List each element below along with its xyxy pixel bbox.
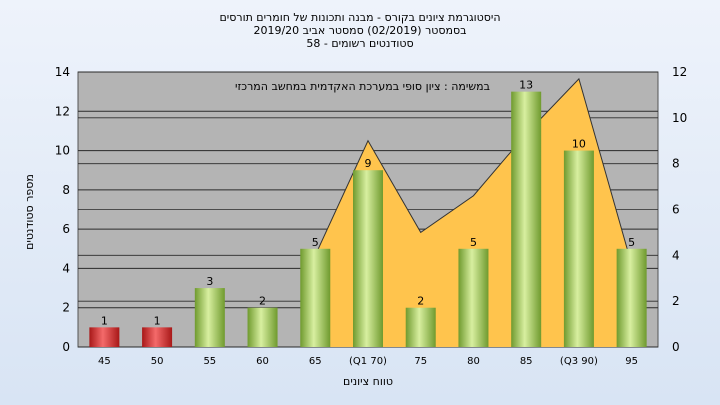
x-tick-label: 85 [520,356,533,367]
bar-value-label: 5 [628,236,635,249]
area-outline [314,77,633,265]
area-series [314,77,633,347]
bar-80 [458,248,489,347]
bar-95 [616,248,647,347]
x-tick-label: 95 [625,356,638,367]
bar-value-label: 9 [365,157,372,170]
y-tick-label: 8 [62,183,70,197]
bar-45 [89,327,120,347]
y-tick-label: 10 [55,144,70,158]
chart-note: במשימה : ציון סופי במערכת האקדמית במחשב … [235,80,490,93]
y-tick-label: 2 [62,301,70,315]
bar-series [89,91,647,348]
y2-tick-label: 12 [672,65,687,79]
x-tick-label: (Q1 70) [349,356,387,367]
y2-tick-label: 6 [672,203,680,217]
bar-value-label: 2 [259,295,266,308]
bar-50 [142,327,173,347]
x-axis-ticks: 45 50 55 60 65 (Q1 70) 75 80 85 (Q3 90) 95 [98,356,638,367]
x-tick-label: 50 [151,356,164,367]
y2-tick-label: 10 [672,111,687,125]
bar-value-label: 5 [470,236,477,249]
bar-value-label: 3 [206,275,213,288]
y2-tick-label: 0 [672,340,680,354]
x-tick-label: 80 [467,356,480,367]
bar-55 [194,288,225,347]
area-fill [315,78,632,347]
bar-value-label: 1 [154,314,161,327]
x-tick-label: 65 [309,356,322,367]
bar-value-label: 10 [572,138,586,151]
chart-title-line3: סטודנטים רשומים - 58 [306,37,413,50]
y-tick-label: 14 [55,65,70,79]
bar-Q390 [563,150,594,347]
bar-60 [247,307,278,347]
bar-value-label: 1 [101,314,108,327]
y2-axis-ticks: 0 2 4 6 8 10 12 [672,65,687,354]
y-tick-label: 0 [62,340,70,354]
bar-value-label: 13 [519,79,533,92]
x-tick-label: 75 [414,356,427,367]
y2-tick-label: 2 [672,294,680,308]
bar-value-label: 2 [417,295,424,308]
y-tick-label: 4 [62,261,70,275]
chart-title-line1: היסטוגרמת ציונים בקורס - מבנה ותכונות של… [219,11,500,24]
y-tick-label: 6 [62,222,70,236]
y-tick-label: 12 [55,104,70,118]
x-axis-title: טווח ציונים [343,375,393,388]
x-tick-label: (Q3 90) [560,356,598,367]
bar-65 [300,248,331,347]
bar-85 [511,91,542,348]
x-tick-label: 55 [203,356,216,367]
y2-tick-label: 4 [672,248,680,262]
x-tick-label: 60 [256,356,269,367]
bar-value-label: 5 [312,236,319,249]
y-axis-ticks: 0 2 4 6 8 10 12 14 [55,65,70,354]
y-axis-title: מספר סטודנטים [23,174,36,250]
x-tick-label: 45 [98,356,111,367]
bar-Q170 [353,170,383,347]
bar-75 [405,307,436,347]
chart-title-line2: בסמסטר (02/2019) סמסטר אביב 2019/20 [253,24,466,37]
y2-tick-label: 8 [672,157,680,171]
